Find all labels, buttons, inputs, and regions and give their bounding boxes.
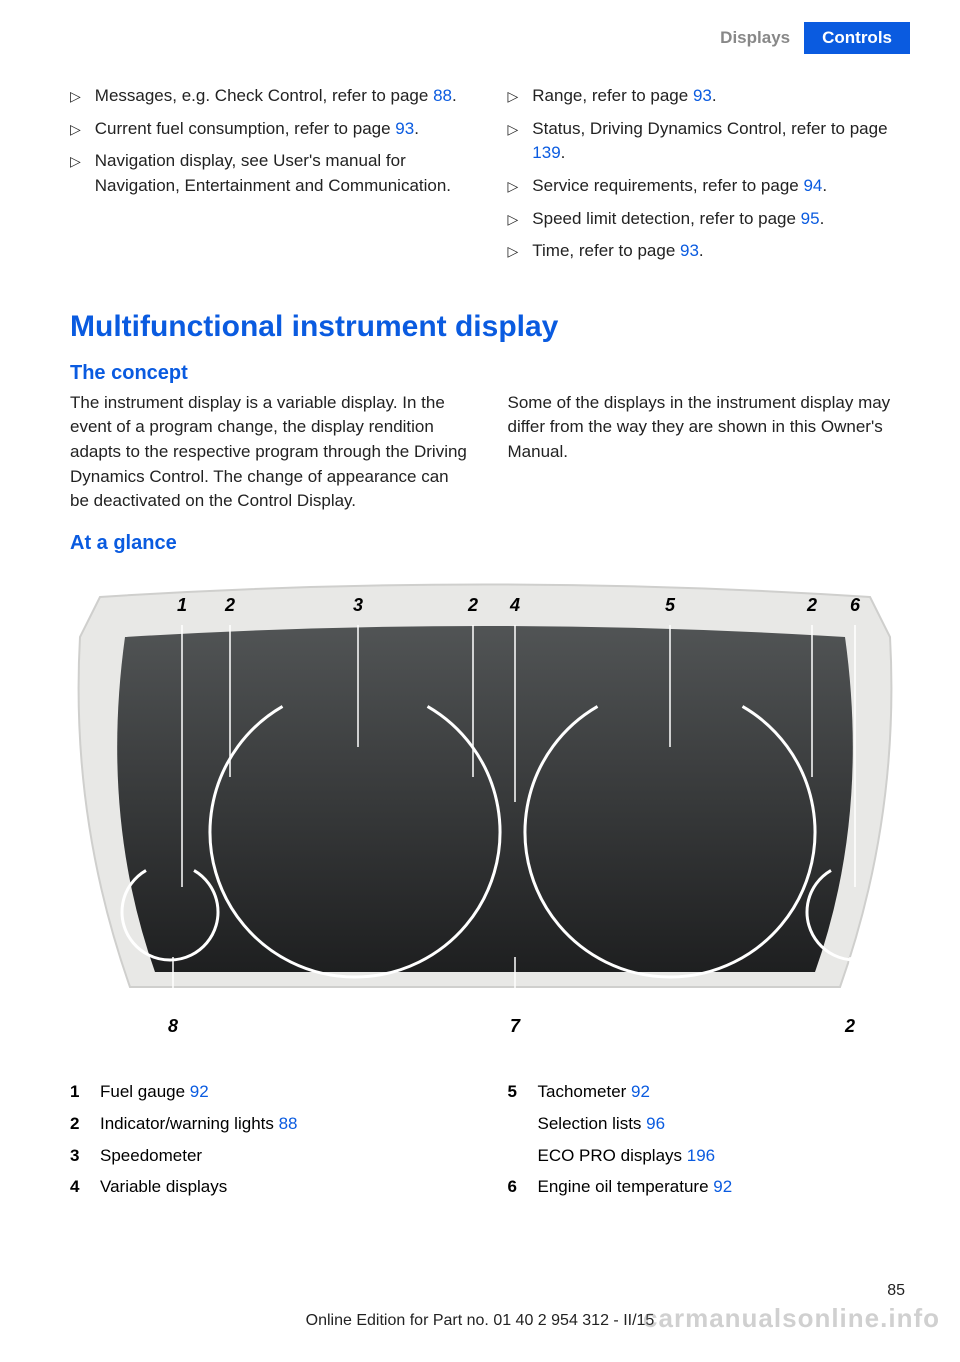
bullet-text: Status, Driving Dynamics Control, refer … <box>532 117 905 166</box>
legend-text: Selection lists 96 <box>538 1112 906 1136</box>
page-ref-link[interactable]: 139 <box>532 143 560 162</box>
svg-text:4: 4 <box>509 595 520 615</box>
page-ref-link[interactable]: 93 <box>693 86 712 105</box>
page-ref-link[interactable]: 92 <box>713 1177 732 1196</box>
legend-number: 1 <box>70 1080 84 1104</box>
legend-text: Speedometer <box>100 1144 468 1168</box>
svg-text:5: 5 <box>665 595 676 615</box>
legend-row: 5 Tachometer 92 <box>508 1080 906 1104</box>
legend-text: Engine oil temperature 92 <box>538 1175 906 1199</box>
legend-text: Tachometer 92 <box>538 1080 906 1104</box>
page-ref-link[interactable]: 93 <box>680 241 699 260</box>
legend-row: 2 Indicator/warning lights 88 <box>70 1112 468 1136</box>
bullet-marker-icon: ▷ <box>70 117 81 142</box>
svg-text:1: 1 <box>177 595 187 615</box>
top-list-right: ▷ Range, refer to page 93. ▷ Status, Drivin… <box>508 84 906 272</box>
legend-row: ECO PRO displays 196 <box>508 1144 906 1168</box>
legend-row: 6 Engine oil temperature 92 <box>508 1175 906 1199</box>
legend-text: Indicator/warning lights 88 <box>100 1112 468 1136</box>
bullet-text: Current fuel consumption, refer to page … <box>95 117 419 142</box>
concept-body: The instrument display is a variable dis… <box>70 391 905 514</box>
bullet-text: Time, refer to page 93. <box>532 239 703 264</box>
legend-row: Selection lists 96 <box>508 1112 906 1136</box>
top-list-left: ▷ Messages, e.g. Check Control, refer to … <box>70 84 468 272</box>
bullet-item: ▷ Range, refer to page 93. <box>508 84 906 109</box>
bullet-item: ▷ Status, Driving Dynamics Control, refer… <box>508 117 906 166</box>
svg-text:2: 2 <box>844 1016 855 1036</box>
page-ref-link[interactable]: 88 <box>433 86 452 105</box>
header-tab: Controls <box>804 22 910 54</box>
instrument-diagram: 1 2 3 2 4 5 2 6 8 7 2 <box>70 567 900 1062</box>
page-ref-link[interactable]: 88 <box>279 1114 298 1133</box>
page-content: ▷ Messages, e.g. Check Control, refer to … <box>0 64 960 1207</box>
legend: 1 Fuel gauge 92 2 Indicator/warning lights … <box>70 1080 905 1207</box>
bullet-item: ▷ Time, refer to page 93. <box>508 239 906 264</box>
instrument-svg: 1 2 3 2 4 5 2 6 8 7 2 <box>70 567 900 1057</box>
bullet-marker-icon: ▷ <box>70 149 81 198</box>
bullet-text: Speed limit detection, refer to page 95. <box>532 207 824 232</box>
legend-text: ECO PRO displays 196 <box>538 1144 906 1168</box>
bullet-text: Range, refer to page 93. <box>532 84 716 109</box>
svg-text:2: 2 <box>224 595 235 615</box>
legend-number: 2 <box>70 1112 84 1136</box>
page-header: Displays Controls <box>0 0 960 64</box>
page-ref-link[interactable]: 196 <box>687 1146 715 1165</box>
legend-left: 1 Fuel gauge 92 2 Indicator/warning lights … <box>70 1080 468 1207</box>
legend-row: 3 Speedometer <box>70 1144 468 1168</box>
legend-text: Fuel gauge 92 <box>100 1080 468 1104</box>
legend-number <box>508 1144 522 1168</box>
legend-number: 3 <box>70 1144 84 1168</box>
svg-text:2: 2 <box>806 595 817 615</box>
bullet-marker-icon: ▷ <box>70 84 81 109</box>
svg-text:8: 8 <box>168 1016 178 1036</box>
bullet-marker-icon: ▷ <box>508 84 519 109</box>
bullet-text: Service requirements, refer to page 94. <box>532 174 827 199</box>
legend-number: 4 <box>70 1175 84 1199</box>
concept-left: The instrument display is a variable dis… <box>70 391 468 514</box>
bullet-marker-icon: ▷ <box>508 239 519 264</box>
bullet-text: Messages, e.g. Check Control, refer to p… <box>95 84 457 109</box>
bullet-marker-icon: ▷ <box>508 117 519 166</box>
concept-right: Some of the displays in the instrument d… <box>508 391 906 514</box>
legend-number: 6 <box>508 1175 522 1199</box>
bullet-item: ▷ Messages, e.g. Check Control, refer to … <box>70 84 468 109</box>
legend-number <box>508 1112 522 1136</box>
legend-text: Variable displays <box>100 1175 468 1199</box>
legend-right: 5 Tachometer 92 Selection lists 96 ECO PRO … <box>508 1080 906 1207</box>
page-ref-link[interactable]: 94 <box>803 176 822 195</box>
svg-text:3: 3 <box>353 595 363 615</box>
section-title: Multifunctional instrument display <box>70 310 905 344</box>
legend-number: 5 <box>508 1080 522 1104</box>
bullet-text: Navigation display, see User's manual fo… <box>95 149 468 198</box>
legend-row: 4 Variable displays <box>70 1175 468 1199</box>
page-ref-link[interactable]: 92 <box>190 1082 209 1101</box>
page-ref-link[interactable]: 96 <box>646 1114 665 1133</box>
glance-heading: At a glance <box>70 532 905 555</box>
page-ref-link[interactable]: 92 <box>631 1082 650 1101</box>
page-ref-link[interactable]: 95 <box>801 209 820 228</box>
header-gray-label: Displays <box>720 28 790 48</box>
watermark: carmanualsonline.info <box>643 1303 940 1334</box>
bullet-item: ▷ Navigation display, see User's manual f… <box>70 149 468 198</box>
svg-text:6: 6 <box>850 595 861 615</box>
bullet-item: ▷ Current fuel consumption, refer to page… <box>70 117 468 142</box>
svg-text:2: 2 <box>467 595 478 615</box>
top-lists: ▷ Messages, e.g. Check Control, refer to … <box>70 84 905 272</box>
legend-row: 1 Fuel gauge 92 <box>70 1080 468 1104</box>
bullet-item: ▷ Service requirements, refer to page 94. <box>508 174 906 199</box>
bullet-marker-icon: ▷ <box>508 207 519 232</box>
bullet-marker-icon: ▷ <box>508 174 519 199</box>
svg-text:7: 7 <box>510 1016 521 1036</box>
page-number: 85 <box>887 1282 905 1300</box>
page-ref-link[interactable]: 93 <box>395 119 414 138</box>
concept-heading: The concept <box>70 362 905 385</box>
bullet-item: ▷ Speed limit detection, refer to page 95… <box>508 207 906 232</box>
